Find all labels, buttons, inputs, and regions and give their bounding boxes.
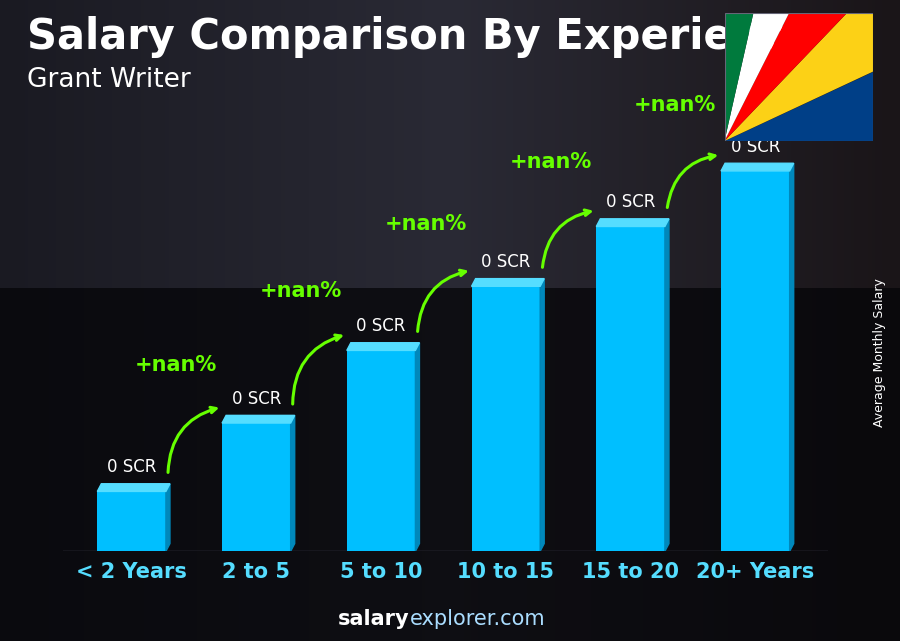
Text: +nan%: +nan% bbox=[509, 153, 591, 172]
Text: +nan%: +nan% bbox=[135, 355, 218, 376]
Polygon shape bbox=[416, 343, 419, 551]
Polygon shape bbox=[665, 219, 669, 551]
Text: 0 SCR: 0 SCR bbox=[482, 253, 530, 271]
Polygon shape bbox=[724, 13, 789, 141]
Text: Grant Writer: Grant Writer bbox=[27, 67, 191, 94]
Text: 0 SCR: 0 SCR bbox=[731, 138, 780, 156]
Polygon shape bbox=[540, 279, 544, 551]
Polygon shape bbox=[789, 163, 794, 551]
Polygon shape bbox=[724, 13, 753, 141]
Text: 0 SCR: 0 SCR bbox=[231, 390, 281, 408]
Polygon shape bbox=[472, 279, 544, 287]
Text: explorer.com: explorer.com bbox=[410, 608, 545, 629]
Bar bbox=[346, 351, 416, 551]
Bar bbox=[472, 287, 540, 551]
Text: Salary Comparison By Experience: Salary Comparison By Experience bbox=[27, 16, 814, 58]
Polygon shape bbox=[97, 484, 170, 492]
Bar bbox=[721, 171, 789, 551]
Polygon shape bbox=[721, 163, 794, 171]
Bar bbox=[597, 226, 665, 551]
Bar bbox=[97, 492, 166, 551]
Text: Average Monthly Salary: Average Monthly Salary bbox=[874, 278, 886, 427]
Text: +nan%: +nan% bbox=[260, 281, 342, 301]
Polygon shape bbox=[346, 343, 419, 351]
Polygon shape bbox=[724, 13, 873, 141]
Text: +nan%: +nan% bbox=[384, 214, 467, 235]
Polygon shape bbox=[291, 415, 294, 551]
Text: 0 SCR: 0 SCR bbox=[107, 458, 157, 476]
Polygon shape bbox=[597, 219, 669, 226]
Bar bbox=[222, 423, 291, 551]
Polygon shape bbox=[724, 72, 873, 141]
Polygon shape bbox=[222, 415, 294, 423]
Text: salary: salary bbox=[338, 608, 410, 629]
Text: +nan%: +nan% bbox=[634, 95, 716, 115]
Polygon shape bbox=[724, 13, 847, 141]
Polygon shape bbox=[166, 484, 170, 551]
Text: 0 SCR: 0 SCR bbox=[356, 317, 406, 335]
Text: 0 SCR: 0 SCR bbox=[606, 193, 655, 211]
